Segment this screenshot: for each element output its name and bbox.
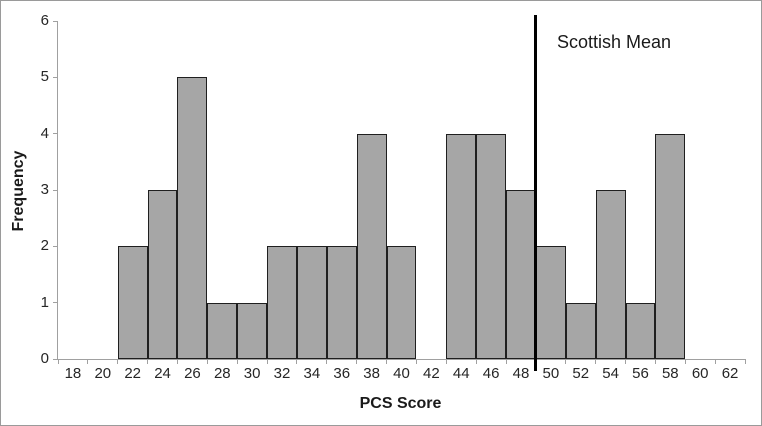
x-axis-tick [87,359,89,364]
histogram-bar-26 [177,77,208,359]
x-axis-title: PCS Score [359,395,442,412]
y-tick-label: 5 [40,68,49,86]
x-tick-label: 40 [393,365,410,382]
x-tick-label: 54 [602,365,619,382]
histogram-bar-32 [267,246,297,359]
x-tick-label: 48 [512,365,530,382]
mean-line-label: Scottish Mean [557,32,672,52]
x-tick-label: 30 [243,365,261,382]
histogram-bar-50 [535,246,566,359]
x-tick-label: 18 [64,365,82,382]
x-axis-tick [565,359,567,364]
y-axis-tick [53,133,58,135]
x-axis-tick [57,359,59,364]
x-tick-label: 22 [124,365,142,382]
x-axis-tick [445,359,447,364]
x-tick-label: 36 [333,365,351,382]
x-tick-label: 52 [572,365,590,382]
histogram-bar-36 [326,246,357,359]
x-tick-label: 42 [423,365,440,382]
histogram-bar-56 [625,302,656,359]
x-tick-label: 32 [273,365,291,382]
histogram-bar-38 [356,133,387,359]
histogram-bar-22 [117,246,148,359]
x-tick-label: 28 [213,365,231,382]
x-axis-tick [117,359,119,364]
x-axis-tick [505,359,507,364]
mean-reference-line [534,15,538,371]
x-tick-label: 44 [452,365,470,382]
histogram-bar-46 [476,133,507,359]
y-tick-label: 2 [40,237,49,255]
y-axis-tick [53,189,58,191]
y-axis-tick [53,358,58,360]
x-tick-label: 24 [154,365,171,382]
y-tick-label: 1 [40,293,49,311]
x-tick-label: 34 [303,365,321,382]
y-axis-tick [53,302,58,304]
x-axis-tick [684,359,686,364]
y-axis-tick [53,20,58,22]
x-axis-tick [147,359,149,364]
histogram-bar-58 [655,133,686,359]
x-axis-tick [475,359,477,364]
x-axis-tick [266,359,268,364]
x-axis-tick [326,359,328,364]
x-tick-label: 46 [482,365,500,382]
y-tick-label: 3 [40,181,49,198]
x-tick-label: 20 [94,365,112,382]
x-axis-tick [654,359,656,364]
x-axis-tick [386,359,388,364]
histogram-bar-48 [506,190,536,359]
y-tick-label: 0 [40,350,49,367]
x-axis-tick [296,359,298,364]
x-axis-tick [714,359,716,364]
plot-area: 18 20 22 24 26 28 30 32 34 36 38 40 42 44 46 48 50 52 54 56… [41,12,746,382]
histogram-bar-54 [595,190,626,359]
x-axis-tick [176,359,178,364]
x-axis-tick [744,359,746,364]
y-tick-label: 4 [40,124,49,142]
x-tick-label: 38 [363,365,380,382]
x-tick-label: 50 [542,365,560,382]
x-axis-tick [625,359,627,364]
y-tick-label: 6 [40,12,49,29]
histogram-bar-28 [207,302,238,359]
histogram-bar-44 [446,133,477,359]
x-axis-tick [236,359,238,364]
histogram-bar-34 [296,246,327,359]
x-tick-label: 62 [721,365,739,382]
x-tick-label: 60 [691,365,709,382]
x-axis-tick [206,359,208,364]
x-tick-label: 26 [184,365,201,382]
y-axis-tick [53,76,58,78]
x-tick-label: 56 [632,365,649,382]
x-axis-tick [356,359,358,364]
x-tick-label: 58 [661,365,679,382]
histogram-bar-30 [237,302,268,359]
histogram-bar-24 [147,190,178,359]
histogram-bar-40 [386,246,417,359]
x-axis-tick [415,359,417,364]
histogram-bar-52 [565,302,596,359]
x-axis-tick [595,359,597,364]
y-axis-tick [53,245,58,247]
